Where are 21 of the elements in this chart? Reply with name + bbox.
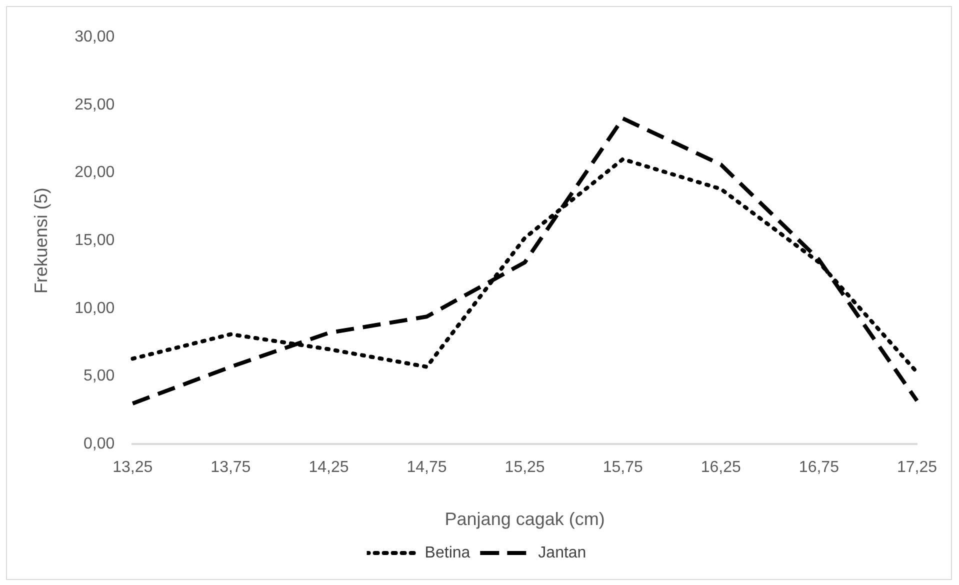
- y-tick-label: 0,00: [84, 436, 115, 453]
- y-tick-label: 20,00: [74, 164, 115, 182]
- x-tick-label: 17,25: [896, 459, 938, 476]
- x-tick-label: 15,75: [602, 459, 643, 476]
- x-tick-label: 15,25: [504, 459, 545, 476]
- x-tick-label: 14,25: [308, 459, 349, 476]
- x-tick-label: 14,75: [406, 459, 447, 476]
- x-tick-label: 13,25: [112, 459, 153, 476]
- line-series: [130, 116, 919, 406]
- x-axis-title: Panjang cagak (cm): [444, 509, 605, 530]
- y-tick-label: 25,00: [74, 96, 115, 114]
- legend-label: Jantan: [538, 544, 586, 562]
- y-tick-label: 15,00: [74, 232, 115, 250]
- x-tick-label: 13,75: [210, 459, 251, 476]
- y-tick-label: 10,00: [74, 300, 115, 317]
- x-tick-label: 16,75: [798, 459, 840, 476]
- legend-label: Betina: [424, 544, 470, 562]
- y-axis-title: Frekuensi (5): [30, 188, 51, 294]
- y-tick-label: 5,00: [84, 368, 115, 385]
- x-tick-label: 16,25: [700, 459, 742, 476]
- y-tick-label: 30,00: [74, 28, 115, 46]
